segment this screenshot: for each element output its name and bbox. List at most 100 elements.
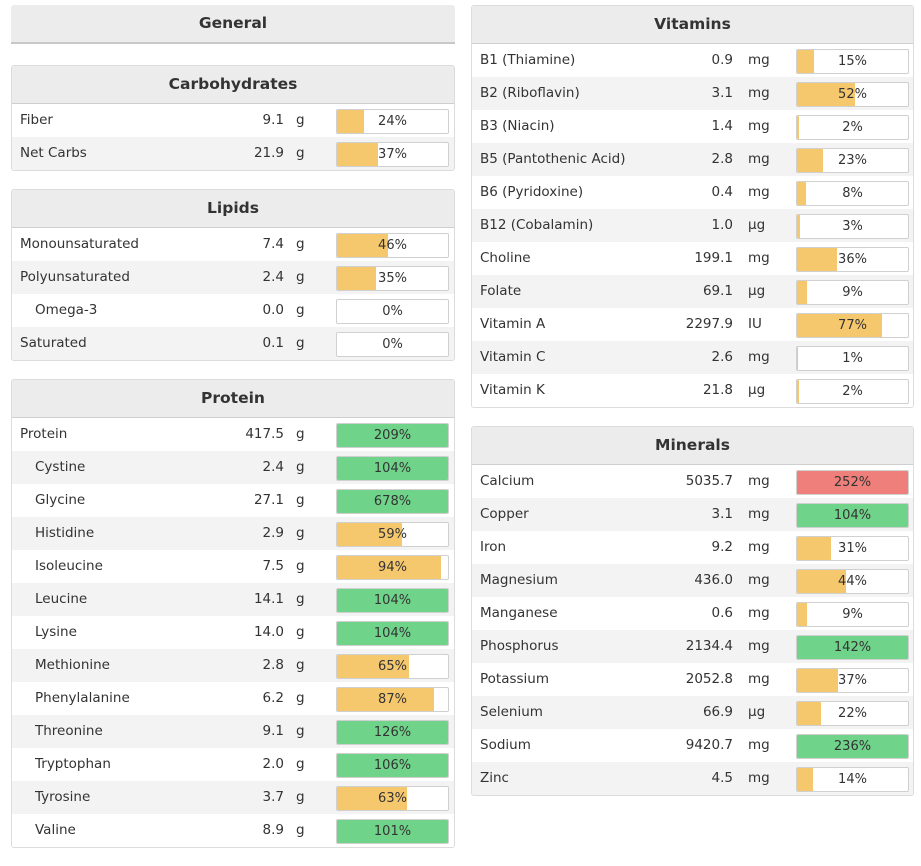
nutrient-row: Vitamin C 2.6 mg 1% (472, 341, 913, 374)
percent-label: 104% (833, 508, 872, 523)
percent-target-bar: 104% (336, 588, 449, 613)
nutrient-row: Isoleucine 7.5 g 94% (12, 550, 454, 583)
nutrient-amount: 0.9 (711, 52, 733, 68)
percent-fill (337, 143, 379, 166)
nutrient-label: B5 (Pantothenic Acid) (480, 151, 626, 167)
nutrient-row: Manganese 0.6 mg 9% (472, 597, 913, 630)
nutrient-label: Saturated (20, 335, 87, 351)
percent-target-bar: 106% (336, 753, 449, 778)
percent-fill (337, 556, 442, 579)
nutrient-amount: 0.0 (262, 302, 284, 318)
percent-fill (337, 110, 364, 133)
percent-target-bar: 3% (796, 214, 909, 239)
nutrient-unit: mg (748, 572, 770, 588)
nutrient-amount: 3.1 (711, 85, 733, 101)
nutrient-row: B5 (Pantothenic Acid) 2.8 mg 23% (472, 143, 913, 176)
percent-label: 3% (842, 219, 863, 234)
nutrient-amount: 2.9 (262, 525, 284, 541)
percent-target-bar: 8% (796, 181, 909, 206)
nutrient-amount: 9.1 (262, 723, 284, 739)
nutrient-label: Vitamin K (480, 382, 545, 398)
percent-target-bar: 24% (336, 109, 449, 134)
percent-fill (337, 721, 448, 744)
nutrient-label: Omega-3 (35, 302, 98, 318)
percent-label: 59% (378, 527, 407, 542)
nutrient-row: Glycine 27.1 g 678% (12, 484, 454, 517)
nutrient-amount: 0.6 (711, 605, 733, 621)
percent-target-bar: 1% (796, 346, 909, 371)
nutrient-label: Protein (20, 426, 68, 442)
percent-label: 52% (838, 87, 867, 102)
nutrient-row: Methionine 2.8 g 65% (12, 649, 454, 682)
percent-label: 77% (838, 318, 867, 333)
nutrient-unit: g (296, 756, 305, 772)
nutrient-label: Manganese (480, 605, 558, 621)
vitamins-rows: B1 (Thiamine) 0.9 mg 15% B2 (Riboflavin) 3.1 m… (472, 44, 913, 407)
percent-label: 104% (373, 593, 412, 608)
nutrient-label: B3 (Niacin) (480, 118, 555, 134)
percent-target-bar: 63% (336, 786, 449, 811)
percent-fill (337, 234, 389, 257)
percent-target-bar: 65% (336, 654, 449, 679)
percent-fill (337, 457, 448, 480)
nutrient-unit: mg (748, 473, 770, 489)
nutrient-row: Vitamin A 2297.9 IU 77% (472, 308, 913, 341)
nutrient-unit: µg (748, 283, 766, 299)
percent-label: 678% (373, 494, 412, 509)
nutrient-amount: 7.5 (262, 558, 284, 574)
percent-label: 94% (378, 560, 407, 575)
percent-target-bar: 678% (336, 489, 449, 514)
nutrient-label: B12 (Cobalamin) (480, 217, 594, 233)
percent-label: 126% (373, 725, 412, 740)
percent-label: 104% (373, 461, 412, 476)
nutrient-unit: mg (748, 770, 770, 786)
percent-fill (797, 281, 807, 304)
nutrient-amount: 2.0 (262, 756, 284, 772)
percent-target-bar: 87% (336, 687, 449, 712)
nutrient-label: Phenylalanine (35, 690, 130, 706)
percent-label: 37% (838, 673, 867, 688)
percent-fill (337, 523, 403, 546)
nutrient-amount: 1.0 (711, 217, 733, 233)
percent-target-bar: 44% (796, 569, 909, 594)
nutrient-label: Zinc (480, 770, 509, 786)
percent-fill (797, 182, 806, 205)
nutrient-amount: 4.5 (711, 770, 733, 786)
nutrient-unit: g (296, 591, 305, 607)
percent-target-bar: 52% (796, 82, 909, 107)
nutrient-unit: µg (748, 704, 766, 720)
nutrient-label: B1 (Thiamine) (480, 52, 576, 68)
percent-label: 31% (838, 541, 867, 556)
percent-label: 9% (842, 607, 863, 622)
nutrient-label: Threonine (35, 723, 103, 739)
nutrient-unit: mg (748, 118, 770, 134)
nutrient-unit: g (296, 145, 305, 161)
nutrient-unit: g (296, 789, 305, 805)
nutrient-label: Vitamin C (480, 349, 546, 365)
nutrient-label: B2 (Riboflavin) (480, 85, 580, 101)
percent-target-bar: 2% (796, 379, 909, 404)
percent-target-bar: 23% (796, 148, 909, 173)
lipids-header: Lipids (12, 190, 454, 228)
percent-target-bar: 22% (796, 701, 909, 726)
nutrient-row: Fiber 9.1 g 24% (12, 104, 454, 137)
percent-fill (797, 768, 813, 791)
nutrient-unit: g (296, 558, 305, 574)
percent-fill (797, 50, 814, 73)
nutrient-amount: 5035.7 (685, 473, 733, 489)
nutrient-amount: 2.8 (711, 151, 733, 167)
percent-label: 2% (842, 120, 863, 135)
nutrient-unit: mg (748, 737, 770, 753)
percent-target-bar: 101% (336, 819, 449, 844)
nutrient-amount: 14.0 (253, 624, 284, 640)
nutrient-unit: g (296, 459, 305, 475)
nutrient-unit: g (296, 525, 305, 541)
percent-fill (337, 655, 410, 678)
nutrient-row: B12 (Cobalamin) 1.0 µg 3% (472, 209, 913, 242)
nutrient-unit: g (296, 269, 305, 285)
percent-fill (797, 380, 800, 403)
percent-label: 15% (838, 54, 867, 69)
nutrient-row: Calcium 5035.7 mg 252% (472, 465, 913, 498)
percent-target-bar: 104% (336, 621, 449, 646)
percent-fill (797, 347, 799, 370)
